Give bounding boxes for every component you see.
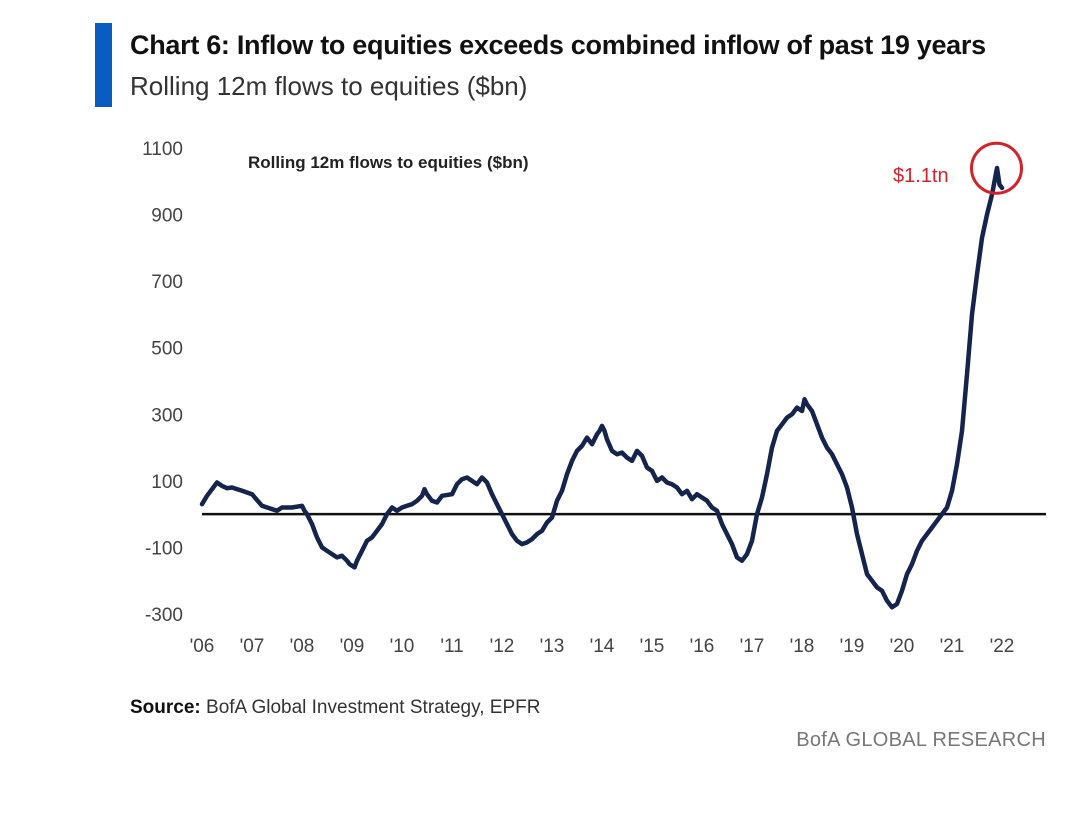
x-tick-label: '15 bbox=[640, 636, 665, 657]
line-chart: 1100 900 700 500 300 100 -100 -300 '06 '07 '08 '09… bbox=[142, 139, 1046, 657]
x-tick-label: '17 bbox=[740, 636, 765, 657]
source-text: BofA Global Investment Strategy, EPFR bbox=[206, 697, 541, 718]
source-label: Source: bbox=[130, 697, 201, 718]
x-axis-ticks: '06 '07 '08 '09 '10 '11 '12 '13 '14 '15 '16 '17 '18 '… bbox=[190, 636, 1015, 657]
x-tick-label: '09 bbox=[340, 636, 365, 657]
title-accent-bar bbox=[95, 23, 112, 107]
x-tick-label: '14 bbox=[590, 636, 615, 657]
x-tick-label: '21 bbox=[940, 636, 965, 657]
series-line bbox=[199, 165, 1005, 610]
x-tick-label: '06 bbox=[190, 636, 215, 657]
y-tick-label: -300 bbox=[145, 605, 183, 626]
y-tick-label: -100 bbox=[145, 538, 183, 559]
y-tick-label: 300 bbox=[151, 405, 183, 426]
annotation-label: $1.1tn bbox=[893, 165, 949, 187]
x-tick-label: '08 bbox=[290, 636, 315, 657]
x-tick-label: '22 bbox=[990, 636, 1015, 657]
chart-title: Chart 6: Inflow to equities exceeds comb… bbox=[130, 30, 986, 60]
y-tick-label: 500 bbox=[151, 339, 183, 360]
y-axis-ticks: 1100 900 700 500 300 100 -100 -300 bbox=[142, 139, 183, 626]
y-tick-label: 1100 bbox=[142, 139, 183, 160]
x-tick-label: '11 bbox=[440, 636, 463, 657]
source-note: Source: BofA Global Investment Strategy,… bbox=[130, 697, 540, 719]
y-tick-label: 900 bbox=[151, 206, 183, 227]
x-tick-label: '18 bbox=[790, 636, 815, 657]
annotation-circle bbox=[970, 141, 1023, 195]
x-tick-label: '12 bbox=[490, 636, 515, 657]
brand-footer: BofA GLOBAL RESEARCH bbox=[796, 729, 1046, 751]
x-tick-label: '19 bbox=[840, 636, 865, 657]
x-tick-label: '16 bbox=[690, 636, 715, 657]
x-tick-label: '10 bbox=[390, 636, 415, 657]
x-tick-label: '20 bbox=[890, 636, 915, 657]
chart-subtitle: Rolling 12m flows to equities ($bn) bbox=[130, 71, 528, 101]
x-tick-label: '13 bbox=[540, 636, 565, 657]
y-tick-label: 700 bbox=[151, 272, 183, 293]
x-tick-label: '07 bbox=[240, 636, 265, 657]
y-tick-label: 100 bbox=[151, 472, 183, 493]
inner-chart-title: Rolling 12m flows to equities ($bn) bbox=[248, 153, 529, 172]
